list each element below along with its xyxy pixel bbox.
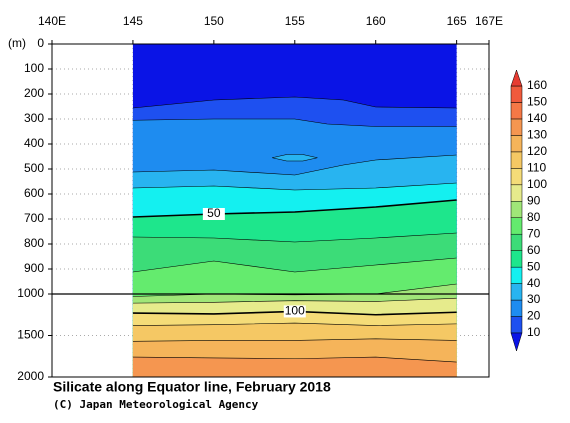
contour-line [132, 297, 457, 304]
y-tick-label: 500 [24, 161, 44, 175]
colorbar-box [510, 184, 523, 202]
colorbar-box [510, 266, 523, 284]
contour-line [132, 257, 457, 273]
contour-line [132, 96, 457, 109]
colorbar-arrow [510, 332, 523, 352]
y-tick-label: 800 [24, 236, 44, 250]
colorbar-label: 130 [527, 128, 547, 142]
colorbar-box [510, 151, 523, 169]
contour-line [132, 338, 457, 342]
contour-line [272, 154, 318, 162]
colorbar-label: 70 [527, 226, 541, 240]
contour-line [132, 232, 457, 243]
contour-line [132, 283, 457, 297]
x-tick-label: 140E [38, 14, 66, 28]
contour-line [132, 118, 457, 127]
y-tick-label: 1000 [17, 286, 44, 300]
contour-line [132, 199, 457, 218]
y-tick-label: 700 [24, 211, 44, 225]
colorbar-box [510, 168, 523, 186]
colorbar-label: 50 [527, 259, 541, 273]
colorbar-box [510, 85, 523, 103]
contour-line [132, 322, 457, 326]
contour-line [132, 154, 457, 176]
colorbar-label: 30 [527, 292, 541, 306]
y-tick-label: 400 [24, 136, 44, 150]
colorbar-label: 140 [527, 111, 547, 125]
colorbar-box [510, 233, 523, 251]
x-tick-label: 167E [475, 14, 503, 28]
colorbar-label: 120 [527, 144, 547, 158]
colorbar-box [510, 118, 523, 136]
colorbar-box [510, 135, 523, 153]
plot-frame [51, 43, 490, 378]
y-axis-label: (m) [8, 36, 26, 50]
contour-band [132, 357, 457, 377]
colorbar-label: 160 [527, 78, 547, 92]
contour-label: 50 [207, 206, 221, 220]
colorbar-label: 90 [527, 193, 541, 207]
colorbar-box [510, 250, 523, 268]
colorbar-box [510, 217, 523, 235]
x-tick-label: 150 [204, 14, 224, 28]
y-tick-label: 600 [24, 186, 44, 200]
chart-title: Silicate along Equator line, February 20… [53, 379, 331, 395]
y-tick-label: 100 [24, 61, 44, 75]
contour-line [132, 182, 457, 191]
colorbar-box [510, 102, 523, 120]
contour-label: 100 [285, 304, 305, 318]
colorbar-label: 150 [527, 95, 547, 109]
colorbar-label: 60 [527, 243, 541, 257]
y-tick-label: 900 [24, 261, 44, 275]
chart-subtitle: (C) Japan Meteorological Agency [53, 398, 259, 411]
y-tick-label: 2000 [17, 369, 44, 383]
colorbar-arrow [510, 69, 523, 87]
y-tick-label: 1500 [17, 328, 44, 342]
contour-line [132, 356, 457, 363]
colorbar-box [510, 201, 523, 218]
x-tick-label: 155 [285, 14, 305, 28]
colorbar-label: 80 [527, 210, 541, 224]
y-tick-label: 200 [24, 86, 44, 100]
x-tick-label: 160 [366, 14, 386, 28]
y-tick-label: 0 [37, 36, 44, 50]
x-tick-label: 165 [447, 14, 467, 28]
colorbar-label: 100 [527, 177, 547, 191]
colorbar-box [510, 316, 523, 334]
contour-band [272, 154, 318, 161]
x-tick-label: 145 [123, 14, 143, 28]
colorbar-label: 40 [527, 276, 541, 290]
y-tick-label: 300 [24, 111, 44, 125]
contour-label-bg [202, 208, 225, 220]
colorbar-label: 20 [527, 309, 541, 323]
colorbar-label: 10 [527, 325, 541, 339]
contour-label-bg [283, 305, 306, 318]
colorbar-box [510, 283, 523, 301]
colorbar-box [510, 299, 523, 317]
colorbar-label: 110 [527, 161, 546, 175]
